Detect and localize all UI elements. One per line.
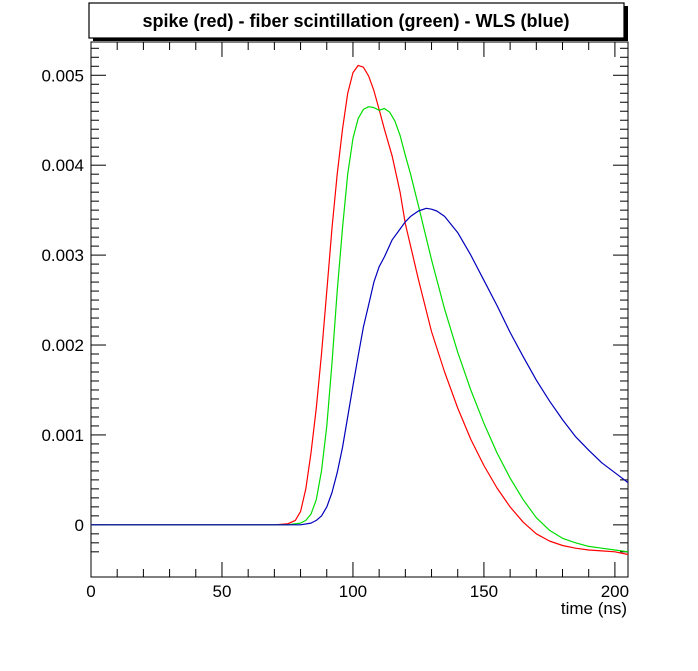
x-tick-labels: 0 50 100 150 200: [86, 582, 629, 601]
y-tick-label: 0.005: [41, 66, 84, 85]
series-line-red: [91, 64, 629, 556]
chart-title: spike (red) - fiber scintillation (green…: [142, 11, 569, 31]
y-tick-label: 0: [75, 516, 84, 535]
series-layer: [91, 64, 629, 556]
title-box-frame: [88, 2, 625, 39]
y-tick-label: 0.001: [41, 426, 84, 445]
y-tick-label: 0.004: [41, 156, 84, 175]
x-tick-label: 50: [213, 582, 232, 601]
y-tick-label: 0.002: [41, 336, 84, 355]
x-tick-label: 100: [339, 582, 367, 601]
y-tick-label: 0.003: [41, 246, 84, 265]
series-line-green: [91, 106, 629, 553]
x-axis-title: time (ns): [561, 599, 627, 618]
x-tick-label: 0: [86, 582, 95, 601]
x-tick-label: 150: [470, 582, 498, 601]
x-tick-label: 200: [601, 582, 629, 601]
y-tick-labels: 0 0.001 0.002 0.003 0.004 0.005: [41, 66, 84, 535]
axis-ticks: [90, 42, 628, 577]
series-line-blue: [91, 207, 629, 526]
title-box: spike (red) - fiber scintillation (green…: [88, 2, 628, 41]
